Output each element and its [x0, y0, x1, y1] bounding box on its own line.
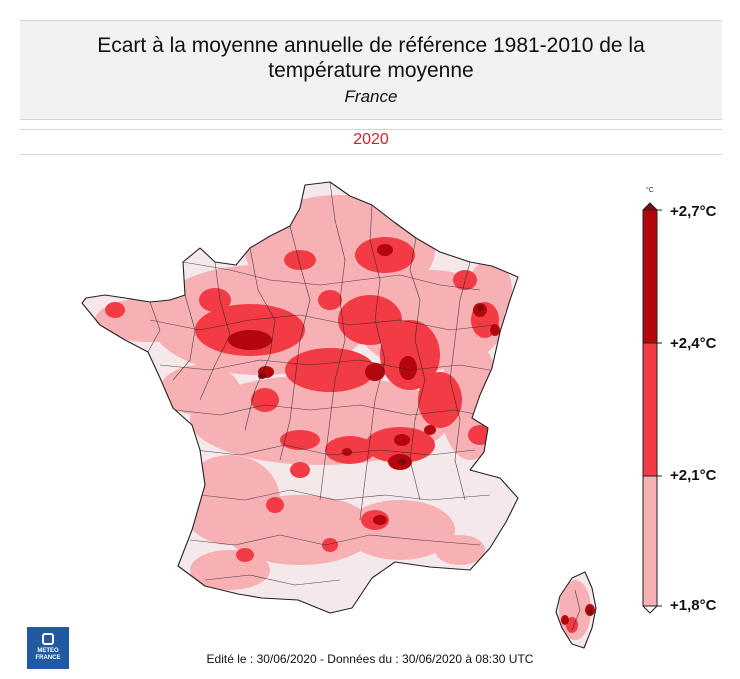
country-outline [81, 181, 597, 649]
title-box: Ecart à la moyenne annuelle de référence… [20, 20, 722, 120]
meteo-france-logo-icon [42, 633, 54, 645]
corsica-outline [555, 571, 597, 649]
legend-label-18: +1,8°C [670, 597, 717, 614]
logo-line-2: FRANCE [35, 655, 61, 661]
meteo-france-logo: METEO FRANCE [27, 627, 69, 669]
map-title-line-1: Ecart à la moyenne annuelle de référence… [97, 34, 645, 57]
legend-colorbar [642, 202, 662, 614]
department-boundaries [147, 182, 581, 631]
legend-arrow-top [643, 203, 657, 210]
logo-line-1: METEO [37, 648, 59, 654]
legend-label-24: +2,4°C [670, 335, 717, 352]
legend-label-27: +2,7°C [670, 203, 717, 220]
divider-top [20, 129, 722, 130]
legend-swatch-max [643, 210, 657, 343]
class-high-areas [228, 244, 595, 625]
divider-bottom [20, 154, 722, 155]
map-canvas [81, 181, 662, 649]
mainland-outline [81, 181, 519, 614]
legend-unit: °C [646, 187, 654, 194]
class-max-areas [258, 305, 593, 615]
legend-swatch-mid [643, 476, 657, 606]
legend-arrow-bottom [643, 606, 657, 613]
map-title-line-2: température moyenne [268, 59, 474, 82]
edition-footer: Edité le : 30/06/2020 - Données du : 30/… [206, 652, 534, 666]
year-label: 2020 [353, 131, 389, 148]
temperature-field [82, 182, 596, 648]
legend-label-21: +2,1°C [670, 467, 717, 484]
map-subtitle: France [344, 87, 398, 106]
legend-swatch-high [643, 343, 657, 476]
